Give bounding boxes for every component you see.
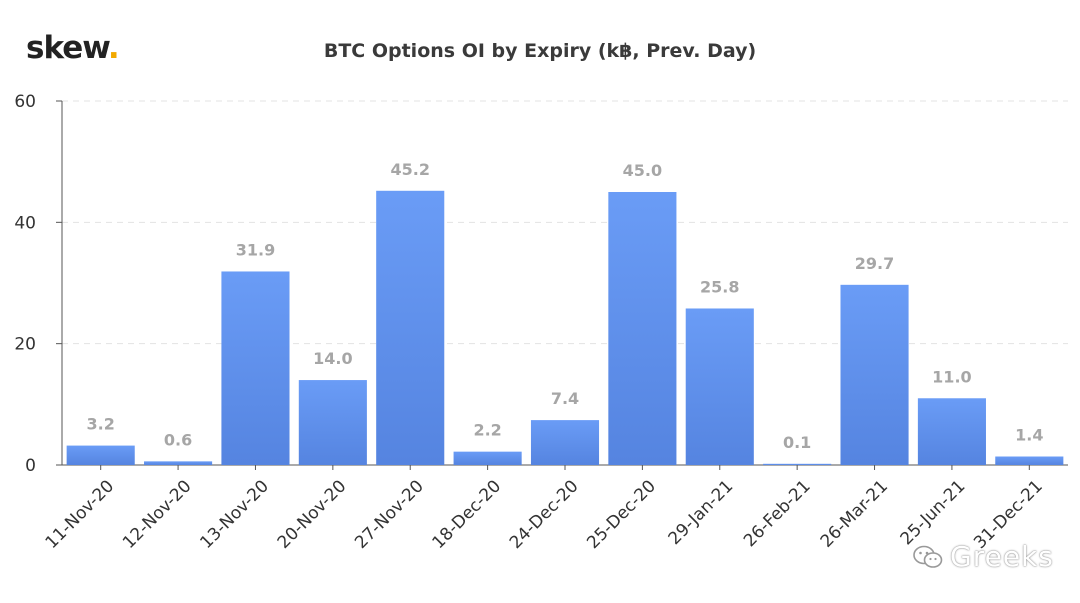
bar xyxy=(917,398,986,465)
x-tick-label: 25-Dec-20 xyxy=(583,476,660,553)
data-label: 7.4 xyxy=(551,389,579,408)
bar xyxy=(453,451,522,465)
data-label: 31.9 xyxy=(236,240,275,259)
bar xyxy=(608,192,677,465)
chart-title: BTC Options OI by Expiry (k฿, Prev. Day) xyxy=(323,40,757,62)
x-tick-label: 12-Nov-20 xyxy=(119,476,196,553)
x-tick-label: 24-Dec-20 xyxy=(506,476,583,553)
x-tick-label: 20-Nov-20 xyxy=(274,476,351,553)
bar xyxy=(685,308,754,465)
data-label: 1.4 xyxy=(1015,426,1043,445)
bar xyxy=(530,420,600,465)
bar xyxy=(840,284,909,465)
brand-logo: skew. xyxy=(26,30,120,66)
data-label: 3.2 xyxy=(87,415,115,434)
x-tick-label: 27-Nov-20 xyxy=(351,476,428,553)
x-tick-label: 26-Feb-21 xyxy=(740,476,815,551)
y-tick-label: 20 xyxy=(14,335,36,355)
data-label: 0.6 xyxy=(164,430,192,449)
y-tick-label: 60 xyxy=(14,92,36,112)
x-tick-label: 13-Nov-20 xyxy=(196,476,273,553)
bar xyxy=(995,456,1064,465)
bar xyxy=(763,463,832,465)
watermark: Greeks xyxy=(912,540,1054,573)
data-label: 45.0 xyxy=(623,161,662,180)
data-label: 29.7 xyxy=(855,254,894,273)
y-tick-labels: 0 20 40 60 xyxy=(14,92,36,476)
brand-logo-dot: . xyxy=(107,30,120,66)
bar xyxy=(66,445,135,465)
axes xyxy=(56,100,1068,470)
bar xyxy=(298,380,367,465)
data-label: 2.2 xyxy=(473,421,501,440)
x-tick-label: 26-Mar-21 xyxy=(817,476,892,551)
brand-logo-text: skew xyxy=(26,30,109,66)
data-label: 0.1 xyxy=(783,433,811,452)
x-tick-label: 11-Nov-20 xyxy=(42,476,119,553)
data-label: 25.8 xyxy=(700,277,739,296)
value-labels: 3.2 0.6 31.9 14.0 45.2 2.2 7.4 45.0 25.8 0.1 29.7 1… xyxy=(87,160,1044,452)
x-tick-label: 29-Jan-21 xyxy=(665,476,738,549)
wechat-icon xyxy=(912,544,944,570)
x-tick-label: 18-Dec-20 xyxy=(428,476,505,553)
data-label: 14.0 xyxy=(313,349,352,368)
y-tick-label: 40 xyxy=(14,213,36,233)
bar xyxy=(221,271,290,465)
bar xyxy=(144,461,213,465)
data-label: 11.0 xyxy=(932,367,971,386)
bar xyxy=(376,190,445,465)
y-tick-label: 0 xyxy=(25,456,36,476)
watermark-text: Greeks xyxy=(950,540,1054,573)
x-tick-labels: 11-Nov-20 12-Nov-20 13-Nov-20 20-Nov-20 27-N… xyxy=(42,476,1047,553)
data-label: 45.2 xyxy=(390,160,429,179)
bars xyxy=(66,190,1064,465)
grid-lines xyxy=(62,100,1068,345)
x-tick-label: 25-Jun-21 xyxy=(897,476,970,549)
